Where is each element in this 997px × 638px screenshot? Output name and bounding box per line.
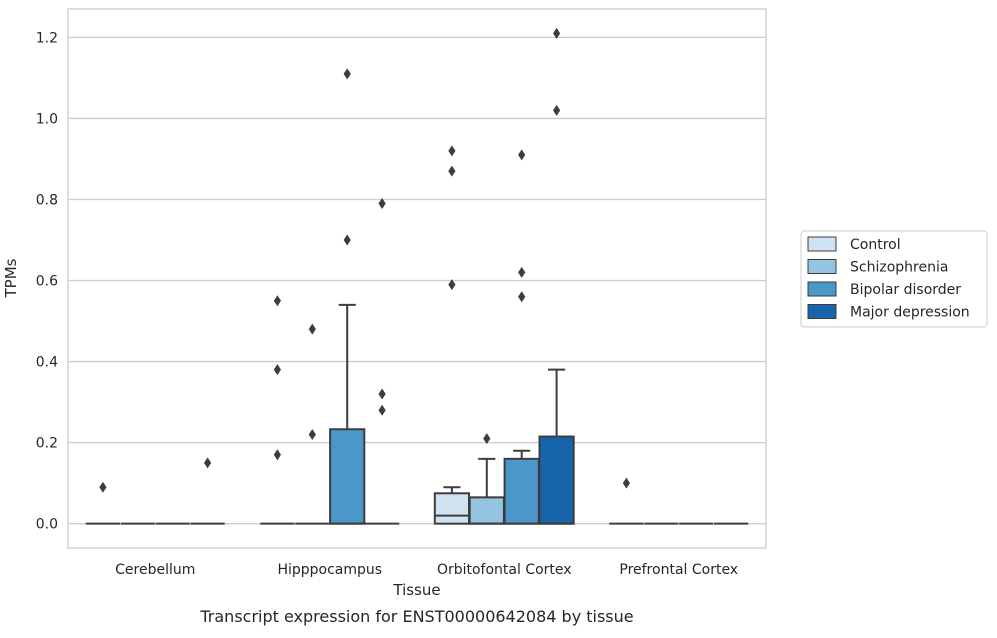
- x-tick-labels: Cerebellum Hipppocampus Orbitofontal Corte…: [115, 562, 738, 578]
- legend-frame: [800, 230, 988, 328]
- outlier-point: [343, 68, 351, 80]
- box-rect: [433, 492, 471, 525]
- outlier-point: [518, 266, 526, 278]
- plot-frame: [67, 8, 767, 549]
- x-axis-label: Tissue: [392, 581, 440, 599]
- box-group: [538, 27, 575, 525]
- legend-swatch: [807, 259, 837, 274]
- y-tick-label: 0.2: [36, 436, 58, 452]
- outlier-point: [518, 291, 526, 303]
- y-tick-label: 0.6: [36, 274, 58, 290]
- outlier-point: [448, 145, 456, 157]
- x-tick-label: Orbitofontal Cortex: [437, 562, 572, 578]
- outlier-point: [273, 364, 281, 376]
- outlier-point: [308, 429, 316, 441]
- box-rect: [468, 496, 505, 525]
- outlier-point: [483, 433, 491, 445]
- outlier-point: [204, 457, 212, 469]
- box-rect: [538, 435, 575, 525]
- outlier-point: [273, 295, 281, 307]
- box-group: [260, 295, 295, 525]
- y-tick-label: 0.0: [36, 517, 58, 533]
- box-rect: [329, 428, 366, 525]
- chart-caption: Transcript expression for ENST0000064208…: [199, 607, 633, 626]
- outlier-point: [273, 449, 281, 461]
- box-group: [609, 477, 644, 525]
- box-group: [329, 68, 366, 525]
- boxes: [85, 27, 749, 525]
- box-group: [85, 481, 121, 525]
- outlier-point: [378, 404, 386, 416]
- outlier-point: [553, 104, 561, 116]
- legend-swatch: [807, 304, 837, 319]
- x-tick-label: Cerebellum: [115, 562, 195, 578]
- legend-label: Major depression: [850, 305, 970, 321]
- y-tick-label: 0.4: [36, 355, 58, 371]
- outlier-point: [518, 149, 526, 161]
- x-tick-label: Hipppocampus: [277, 562, 382, 578]
- y-tick-label: 1.2: [36, 30, 58, 46]
- y-tick-label: 1.0: [36, 111, 58, 127]
- y-tick-labels: 0.0 0.2 0.4 0.6 0.8 1.0 1.2: [36, 30, 58, 532]
- y-axis-label: TPMs: [2, 258, 20, 298]
- box-group: [364, 198, 400, 525]
- box-group: [295, 323, 330, 525]
- box-rect: [503, 457, 540, 525]
- box-group: [190, 457, 225, 525]
- x-tick-label: Prefrontal Cortex: [619, 562, 738, 578]
- outlier-point: [448, 279, 456, 291]
- outlier-point: [448, 165, 456, 177]
- outlier-point: [378, 198, 386, 210]
- legend-label: Control: [850, 237, 901, 253]
- legend-label: Schizophrenia: [850, 260, 948, 276]
- outlier-point: [378, 388, 386, 400]
- outlier-point: [553, 27, 561, 39]
- y-tick-label: 0.8: [36, 192, 58, 208]
- legend-swatch: [807, 281, 837, 297]
- outlier-point: [622, 477, 630, 489]
- outlier-point: [343, 234, 351, 246]
- legend-label: Bipolar disorder: [850, 282, 961, 298]
- outlier-point: [99, 481, 107, 493]
- outlier-point: [308, 323, 316, 335]
- legend-swatch: [807, 236, 837, 252]
- legend: Control Schizophrenia Bipolar disorder Majo…: [800, 230, 988, 328]
